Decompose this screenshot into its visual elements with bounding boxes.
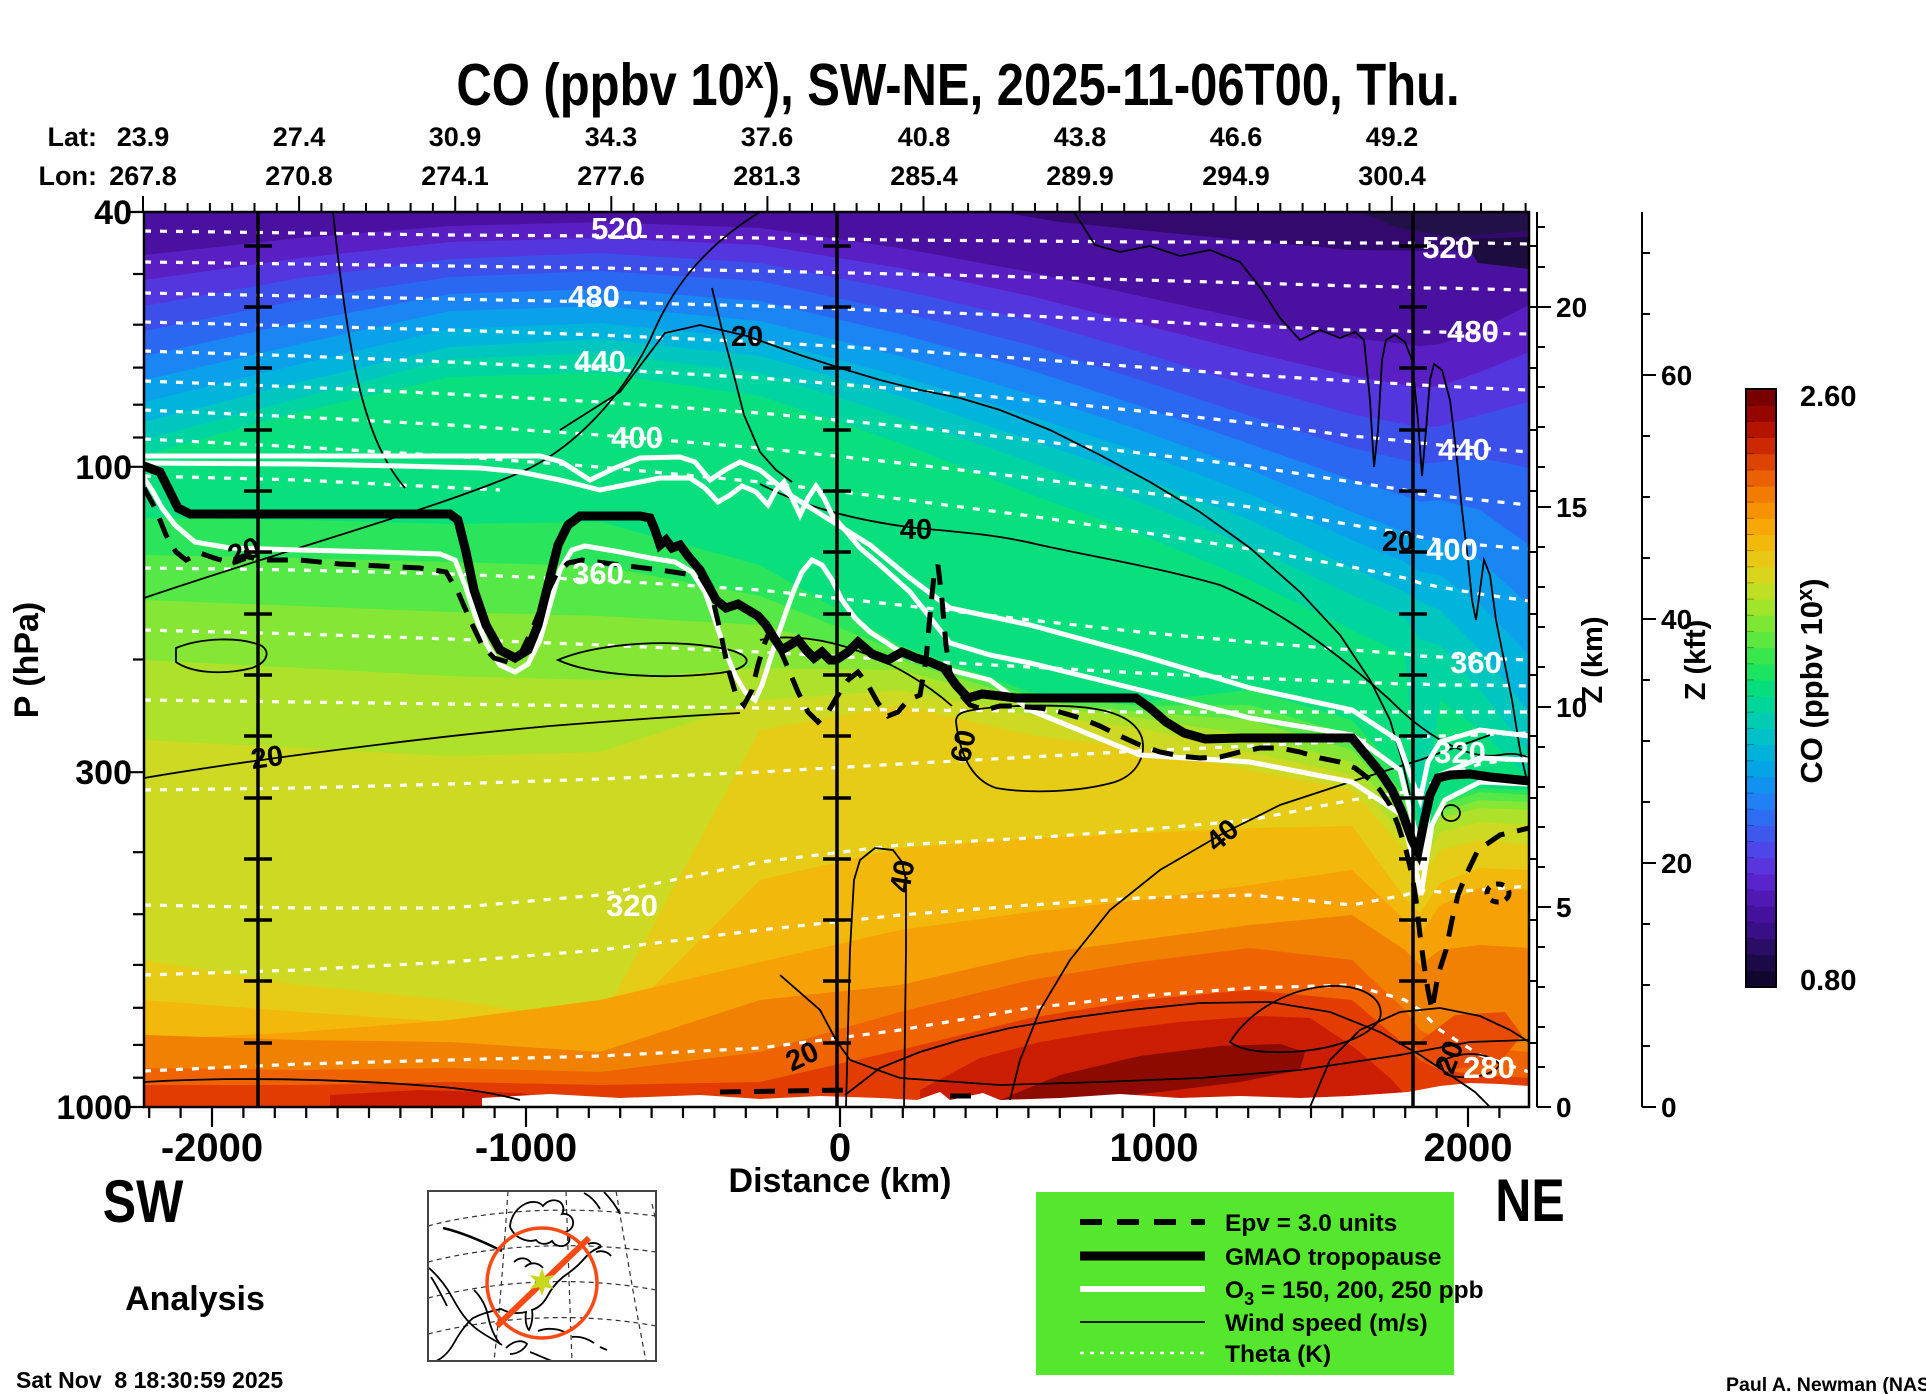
svg-text:320: 320	[1434, 735, 1486, 770]
svg-text:43.8: 43.8	[1054, 122, 1107, 152]
svg-text:0.80: 0.80	[1800, 965, 1856, 997]
svg-text:1000: 1000	[56, 1089, 132, 1127]
svg-text:300: 300	[75, 754, 132, 792]
svg-text:281.3: 281.3	[733, 161, 801, 191]
svg-text:Paul A. Newman (NASA: Paul A. Newman (NASA	[1726, 1374, 1926, 1394]
svg-text:40: 40	[900, 514, 932, 546]
svg-text:20: 20	[1556, 292, 1587, 323]
svg-text:0: 0	[1661, 1092, 1677, 1123]
svg-text:60: 60	[945, 727, 983, 765]
svg-text:20: 20	[731, 321, 763, 353]
svg-text:GMAO tropopause: GMAO tropopause	[1225, 1244, 1441, 1271]
svg-text:274.1: 274.1	[421, 161, 489, 191]
svg-text:440: 440	[574, 344, 626, 379]
svg-text:40.8: 40.8	[898, 122, 951, 152]
svg-text:-1000: -1000	[475, 1126, 577, 1170]
svg-text:5: 5	[1556, 892, 1572, 923]
svg-text:480: 480	[568, 279, 620, 314]
svg-text:30.9: 30.9	[429, 122, 482, 152]
svg-text:37.6: 37.6	[741, 122, 794, 152]
svg-text:40: 40	[94, 194, 132, 232]
svg-text:Z (kft): Z (kft)	[1680, 620, 1712, 701]
svg-text:280: 280	[1463, 1050, 1515, 1085]
svg-text:400: 400	[611, 420, 663, 455]
svg-text:520: 520	[591, 211, 643, 246]
svg-text:-2000: -2000	[161, 1126, 263, 1170]
svg-text:2.60: 2.60	[1800, 381, 1856, 413]
svg-text:100: 100	[75, 449, 132, 487]
svg-text:20: 20	[1661, 848, 1692, 879]
svg-text:O3 = 150, 200, 250 ppb: O3 = 150, 200, 250 ppb	[1225, 1277, 1484, 1309]
svg-text:NE: NE	[1495, 1167, 1564, 1234]
svg-text:Analysis: Analysis	[125, 1280, 265, 1318]
svg-text:0: 0	[1556, 1092, 1572, 1123]
svg-text:360: 360	[572, 556, 624, 591]
svg-text:60: 60	[1661, 360, 1692, 391]
svg-text:40: 40	[1661, 604, 1692, 635]
svg-text:277.6: 277.6	[577, 161, 645, 191]
svg-text:CO (ppbv 10x), SW-NE, 2025-11-: CO (ppbv 10x), SW-NE, 2025-11-06T00, Thu…	[456, 51, 1459, 118]
svg-text:P (hPa): P (hPa)	[8, 602, 46, 719]
svg-text:2000: 2000	[1424, 1126, 1513, 1170]
svg-text:CO (ppbv 10x): CO (ppbv 10x)	[1792, 578, 1829, 783]
svg-text:Sat Nov 8 18:30:59 2025: Sat Nov 8 18:30:59 2025	[16, 1367, 283, 1393]
svg-text:40: 40	[884, 858, 921, 895]
svg-text:27.4: 27.4	[273, 122, 326, 152]
svg-text:34.3: 34.3	[585, 122, 638, 152]
svg-text:Epv = 3.0 units: Epv = 3.0 units	[1225, 1210, 1397, 1237]
svg-text:285.4: 285.4	[890, 161, 958, 191]
svg-text:480: 480	[1447, 314, 1499, 349]
svg-text:Wind speed (m/s): Wind speed (m/s)	[1225, 1310, 1428, 1337]
svg-text:Theta (K): Theta (K)	[1225, 1341, 1331, 1368]
svg-text:520: 520	[1422, 230, 1474, 265]
svg-text:20: 20	[249, 740, 285, 776]
svg-text:Distance (km): Distance (km)	[729, 1162, 952, 1200]
svg-text:Lat:: Lat:	[48, 122, 98, 152]
svg-text:360: 360	[1450, 645, 1502, 680]
svg-text:289.9: 289.9	[1046, 161, 1114, 191]
svg-text:267.8: 267.8	[109, 161, 177, 191]
svg-text:300.4: 300.4	[1358, 161, 1426, 191]
svg-text:400: 400	[1426, 532, 1478, 567]
svg-text:440: 440	[1438, 432, 1490, 467]
svg-text:49.2: 49.2	[1366, 122, 1419, 152]
svg-text:0: 0	[829, 1126, 851, 1170]
svg-text:23.9: 23.9	[117, 122, 170, 152]
svg-text:46.6: 46.6	[1210, 122, 1263, 152]
svg-text:Z (km): Z (km)	[1577, 617, 1609, 704]
svg-text:320: 320	[606, 888, 658, 923]
svg-text:Lon:: Lon:	[39, 161, 97, 191]
svg-text:15: 15	[1556, 492, 1587, 523]
svg-text:294.9: 294.9	[1202, 161, 1270, 191]
svg-text:10: 10	[1556, 692, 1587, 723]
svg-text:270.8: 270.8	[265, 161, 333, 191]
svg-text:SW: SW	[103, 1168, 184, 1235]
svg-text:1000: 1000	[1110, 1126, 1199, 1170]
